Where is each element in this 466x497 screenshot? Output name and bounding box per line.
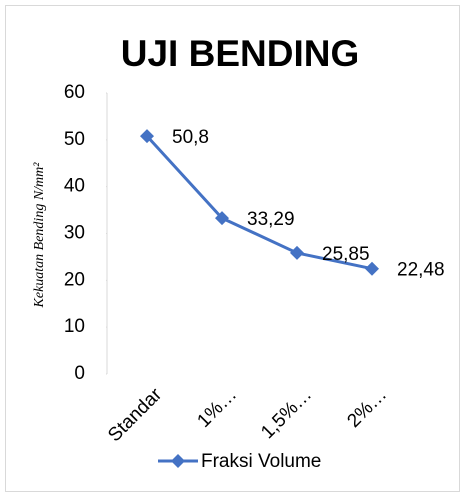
data-point xyxy=(140,129,154,144)
y-tick-label: 40 xyxy=(64,176,85,197)
y-axis-label: Kekuatan Bending N/mm² xyxy=(32,162,47,309)
y-tick-label: 20 xyxy=(64,269,85,290)
legend-label: Fraksi Volume xyxy=(201,451,321,472)
data-label: 25,85 xyxy=(322,244,370,265)
y-tick-label: 60 xyxy=(64,82,85,103)
data-label: 22,48 xyxy=(397,260,445,281)
chart-border xyxy=(5,5,460,492)
data-label: 50,8 xyxy=(172,127,209,148)
y-tick-label: 30 xyxy=(64,223,85,244)
data-label: 33,29 xyxy=(247,209,295,230)
y-tick-label: 10 xyxy=(64,316,85,337)
data-point xyxy=(215,211,229,226)
y-tick-label: 0 xyxy=(74,363,85,384)
data-point xyxy=(365,261,379,276)
y-tick-label: 50 xyxy=(64,129,85,150)
chart-title: UJI BENDING xyxy=(121,33,359,74)
legend-marker xyxy=(171,454,185,468)
data-point xyxy=(290,245,304,260)
series-line xyxy=(145,135,373,271)
